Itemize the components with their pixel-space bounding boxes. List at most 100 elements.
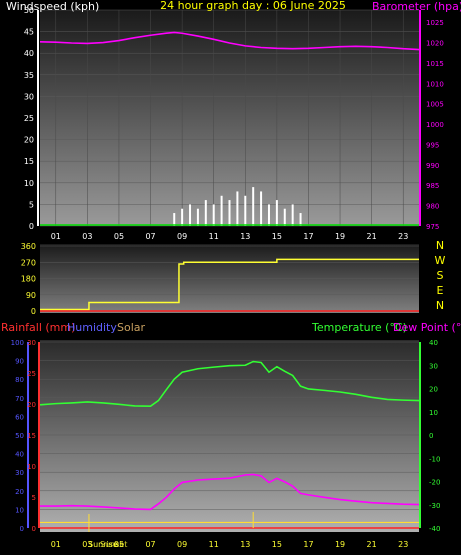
barometer-line	[39, 31, 420, 51]
temperature-x-tick-label: 11	[209, 540, 219, 549]
humidity-axis-label: Humidity	[67, 321, 117, 334]
wind-tick-label: 5	[29, 200, 34, 209]
compass-letter: N	[436, 299, 444, 312]
rainfall-tick-label: 15	[27, 432, 36, 440]
rainfall-tick-label: 25	[27, 370, 36, 378]
barometer-y-axis: 975 980 985 990 995 1000 1005 1010 1015 1020 1025	[419, 10, 444, 231]
temperature-x-tick-label: 03	[82, 540, 92, 549]
direction-tick-label: 90	[26, 291, 36, 300]
wind-x-tick-label: 19	[335, 232, 345, 241]
wind-x-tick-label: 01	[51, 232, 61, 241]
temperature-tick-label: -20	[429, 479, 440, 487]
humidity-line	[40, 473, 420, 511]
barometer-tick-label: 980	[426, 203, 439, 211]
compass-letter: W	[435, 254, 446, 267]
humidity-tick-label: 80	[15, 376, 24, 384]
humidity-tick-label: 60	[15, 413, 24, 421]
wind-tick-label: 40	[24, 49, 34, 58]
direction-tick-label: 180	[21, 275, 36, 284]
humidity-tick-label: 0	[20, 525, 24, 533]
rainfall-tick-label: 30	[27, 339, 36, 347]
wind-x-axis: 01 03 05 07 09 11 13 15 17 19 21 23	[51, 232, 409, 241]
rainfall-tick-label: 20	[27, 401, 36, 409]
humidity-tick-label: 50	[15, 432, 24, 440]
direction-y-axis: 0 90 180 270 360	[21, 242, 36, 316]
temperature-y-axis: -40 -30 -20 -10 0 10 20 30 40	[419, 339, 440, 533]
temperature-x-tick-label: 07	[145, 540, 155, 549]
barometer-tick-label: 1000	[426, 121, 444, 129]
temperature-tick-label: -10	[429, 455, 440, 463]
solar-axis-label: Solar	[117, 321, 146, 334]
wind-x-tick-label: 23	[398, 232, 408, 241]
wind-tick-label: 50	[24, 6, 34, 15]
wind-tick-label: 20	[24, 136, 34, 145]
temperature-x-tick-label: 23	[398, 540, 408, 549]
chart-title: 24 hour graph day : 06 June 2025	[160, 0, 346, 12]
temperature-x-tick-label: 09	[177, 540, 187, 549]
humidity-tick-label: 70	[15, 395, 24, 403]
humidity-tick-label: 30	[15, 469, 24, 477]
barometer-tick-label: 975	[426, 223, 439, 231]
temperature-x-tick-label: 05	[114, 540, 124, 549]
barometer-tick-label: 985	[426, 182, 439, 190]
wind-tick-label: 45	[24, 28, 34, 37]
temperature-line	[39, 360, 420, 407]
wind-tick-label: 35	[24, 71, 34, 80]
temperature-axis-label: Temperature (°C)	[311, 321, 407, 334]
barometer-tick-label: 990	[426, 162, 439, 170]
barometer-tick-label: 1015	[426, 60, 444, 68]
wind-x-tick-label: 05	[114, 232, 124, 241]
temperature-tick-label: 0	[429, 432, 433, 440]
temperature-x-tick-label: 01	[51, 540, 61, 549]
wind-x-tick-label: 15	[272, 232, 282, 241]
barometer-tick-label: 1005	[426, 101, 444, 109]
humidity-tick-label: 40	[15, 451, 24, 459]
rainfall-tick-label: 10	[27, 463, 36, 471]
temperature-tick-label: -40	[429, 525, 440, 533]
temperature-x-tick-label: 19	[335, 540, 345, 549]
compass-letter: N	[436, 239, 444, 252]
temperature-series	[39, 360, 420, 532]
direction-tick-label: 0	[31, 307, 36, 316]
barometer-tick-label: 1010	[426, 80, 444, 88]
compass-letter: E	[437, 284, 444, 297]
sunset-label: Sunset	[100, 540, 127, 549]
temperature-x-axis: 01 03 05 07 09 11 13 15 17 19 21 23	[51, 540, 409, 549]
direction-tick-label: 270	[21, 258, 36, 267]
compass-letter: S	[437, 269, 444, 282]
humidity-y-axis: 0 10 20 30 40 50 60 70 80 90 100	[11, 339, 29, 533]
wind-grid	[40, 9, 419, 227]
wind-x-tick-label: 17	[303, 232, 313, 241]
windspeed-axis-label: Windspeed (kph)	[6, 0, 99, 13]
wind-series	[39, 31, 420, 226]
temperature-tick-label: 30	[429, 362, 438, 370]
direction-line	[40, 258, 419, 311]
rainfall-tick-label: 5	[32, 494, 36, 502]
sunrise-label: Sunrise	[88, 540, 118, 549]
wind-tick-label: 15	[24, 157, 34, 166]
temperature-x-tick-label: 15	[272, 540, 282, 549]
wind-x-tick-label: 21	[367, 232, 377, 241]
direction-series	[40, 258, 419, 312]
wind-x-tick-label: 03	[82, 232, 92, 241]
temperature-x-tick-label: 17	[303, 540, 313, 549]
wind-tick-label: 0	[29, 222, 34, 231]
temperature-tick-label: 10	[429, 409, 438, 417]
temperature-plot-background	[40, 340, 419, 532]
wind-x-tick-label: 09	[177, 232, 187, 241]
humidity-tick-label: 20	[15, 488, 24, 496]
temperature-grid	[40, 341, 419, 529]
wind-x-tick-label: 11	[209, 232, 219, 241]
dewpoint-axis-label: Dew Point (°C)	[393, 321, 461, 334]
temperature-x-tick-label: 13	[240, 540, 250, 549]
rainfall-y-axis: 0 5 10 15 20 25 30	[27, 339, 40, 533]
temperature-tick-label: -30	[429, 502, 440, 510]
wind-tick-label: 30	[24, 92, 34, 101]
temperature-tick-label: 40	[429, 339, 438, 347]
wind-tick-label: 25	[24, 114, 34, 123]
rainfall-tick-label: 0	[32, 525, 36, 533]
